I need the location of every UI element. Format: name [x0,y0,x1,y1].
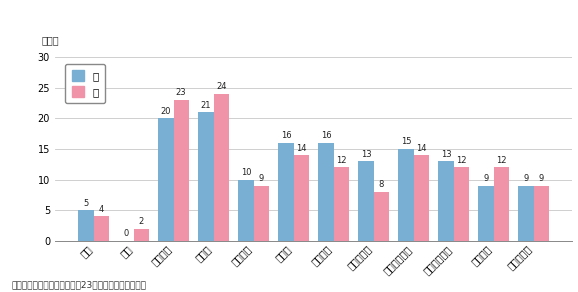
Bar [318,143,334,241]
Text: 12: 12 [336,156,346,165]
Text: 9: 9 [539,174,544,183]
Bar [334,167,349,241]
Text: 23: 23 [176,88,187,98]
Text: 21: 21 [201,101,211,110]
Bar [398,149,413,241]
Text: 図表１　国別、週のうちボランティア活動に費やす時間（男女別）: 図表１ 国別、週のうちボランティア活動に費やす時間（男女別） [9,15,218,28]
Text: （分）: （分） [42,35,60,45]
Legend: 男, 女: 男, 女 [65,64,105,103]
Text: 10: 10 [240,168,251,177]
Text: 16: 16 [321,131,331,140]
Text: 8: 8 [379,180,384,190]
Bar [413,155,429,241]
Text: 14: 14 [296,144,306,153]
Text: 2: 2 [139,217,144,226]
Bar [254,186,269,241]
Bar [214,94,229,241]
Bar [438,161,454,241]
Text: （出所）総務省統計局「平成23年社会生活基本調査」: （出所）総務省統計局「平成23年社会生活基本調査」 [12,280,147,289]
Bar [158,118,173,241]
Text: 24: 24 [216,82,227,91]
Bar [238,180,254,241]
Text: 14: 14 [416,144,427,153]
Bar [479,186,494,241]
Text: 13: 13 [440,150,451,159]
Bar [79,210,94,241]
Bar [198,112,214,241]
Bar [454,167,469,241]
Bar [533,186,549,241]
Text: 4: 4 [99,205,104,214]
Text: 9: 9 [483,174,488,183]
Bar [494,167,509,241]
Text: 0: 0 [123,230,129,239]
Bar [294,155,309,241]
Bar [279,143,294,241]
Text: 12: 12 [496,156,506,165]
Text: 15: 15 [401,138,411,147]
Text: 16: 16 [281,131,291,140]
Text: 9: 9 [523,174,528,183]
Bar [94,216,109,241]
Bar [358,161,373,241]
Bar [373,192,389,241]
Text: 12: 12 [456,156,466,165]
Text: 9: 9 [258,174,264,183]
Text: 5: 5 [83,199,88,208]
Text: 20: 20 [161,107,171,116]
Bar [134,229,149,241]
Bar [518,186,533,241]
Bar [173,100,189,241]
Text: 13: 13 [361,150,371,159]
